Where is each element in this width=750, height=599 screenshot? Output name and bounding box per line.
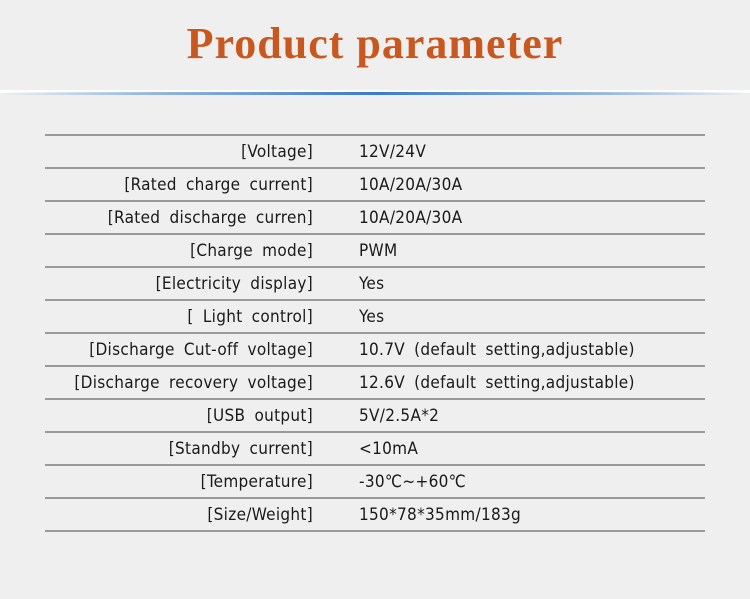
parameter-value: 10.7V (default setting,adjustable) (359, 339, 635, 360)
page-title: Product parameter (186, 19, 564, 68)
parameter-label: [Electricity display] (155, 273, 313, 294)
parameter-value: 12V/24V (359, 141, 427, 162)
title-divider (0, 92, 750, 95)
parameter-value: 10A/20A/30A (359, 174, 463, 195)
parameter-value: 150*78*35mm/183g (359, 504, 522, 525)
table-row: [Rated discharge curren] 10A/20A/30A (45, 202, 705, 235)
parameter-label: [ Light control] (187, 306, 313, 327)
table-row: [Discharge Cut-off voltage] 10.7V (defaul… (45, 334, 705, 367)
parameter-label: [USB output] (206, 405, 313, 426)
parameter-label: [Discharge recovery voltage] (74, 372, 313, 393)
parameter-value: Yes (359, 273, 385, 294)
parameter-value: -30℃~+60℃ (359, 471, 467, 492)
table-row: [Rated charge current] 10A/20A/30A (45, 169, 705, 202)
parameter-label: [Size/Weight] (207, 504, 313, 525)
parameter-label: [Rated charge current] (124, 174, 313, 195)
table-row: [Standby current] <10mA (45, 433, 705, 466)
parameter-table: [Voltage] 12V/24V [Rated charge current] 10… (45, 134, 705, 532)
parameter-value: 5V/2.5A*2 (359, 405, 440, 426)
table-row: [Discharge recovery voltage] 12.6V (defau… (45, 367, 705, 400)
parameter-label: [Voltage] (241, 141, 313, 162)
table-row: [Size/Weight] 150*78*35mm/183g (45, 499, 705, 532)
table-row: [Temperature] -30℃~+60℃ (45, 466, 705, 499)
parameter-value: Yes (359, 306, 385, 327)
parameter-value: PWM (359, 240, 398, 261)
table-row: [ Light control] Yes (45, 301, 705, 334)
parameter-label: [Temperature] (200, 471, 313, 492)
table-row: [Voltage] 12V/24V (45, 136, 705, 169)
table-row: [Electricity display] Yes (45, 268, 705, 301)
parameter-label: [Standby current] (168, 438, 313, 459)
parameter-value: 12.6V (default setting,adjustable) (359, 372, 635, 393)
parameter-label: [Charge mode] (190, 240, 313, 261)
parameter-label: [Rated discharge curren] (107, 207, 313, 228)
table-row: [Charge mode] PWM (45, 235, 705, 268)
table-row: [USB output] 5V/2.5A*2 (45, 400, 705, 433)
parameter-value: <10mA (359, 438, 419, 459)
parameter-label: [Discharge Cut-off voltage] (89, 339, 313, 360)
parameter-value: 10A/20A/30A (359, 207, 463, 228)
divider-highlight (0, 90, 750, 93)
